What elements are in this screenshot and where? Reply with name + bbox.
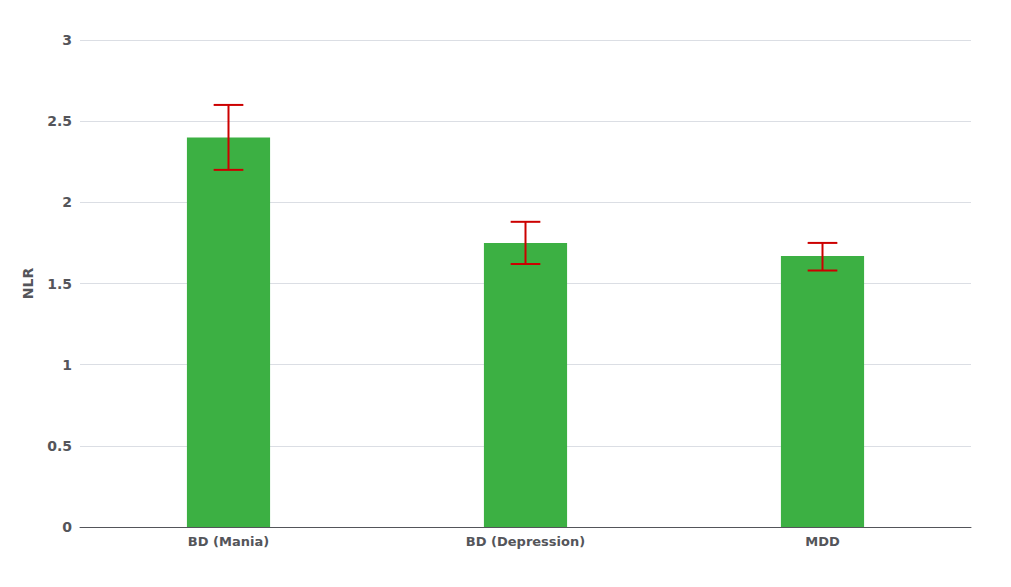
svg-text:2.5: 2.5 <box>47 113 72 129</box>
svg-text:BD (Depression): BD (Depression) <box>466 534 585 549</box>
svg-text:3: 3 <box>62 32 72 48</box>
svg-text:0.5: 0.5 <box>47 438 72 454</box>
svg-text:0: 0 <box>62 519 72 535</box>
svg-text:BD (Mania): BD (Mania) <box>188 534 269 549</box>
svg-text:1.5: 1.5 <box>47 276 72 292</box>
svg-text:NLR: NLR <box>20 268 36 300</box>
svg-text:1: 1 <box>62 357 72 373</box>
svg-text:2: 2 <box>62 194 72 210</box>
svg-text:MDD: MDD <box>805 534 840 549</box>
